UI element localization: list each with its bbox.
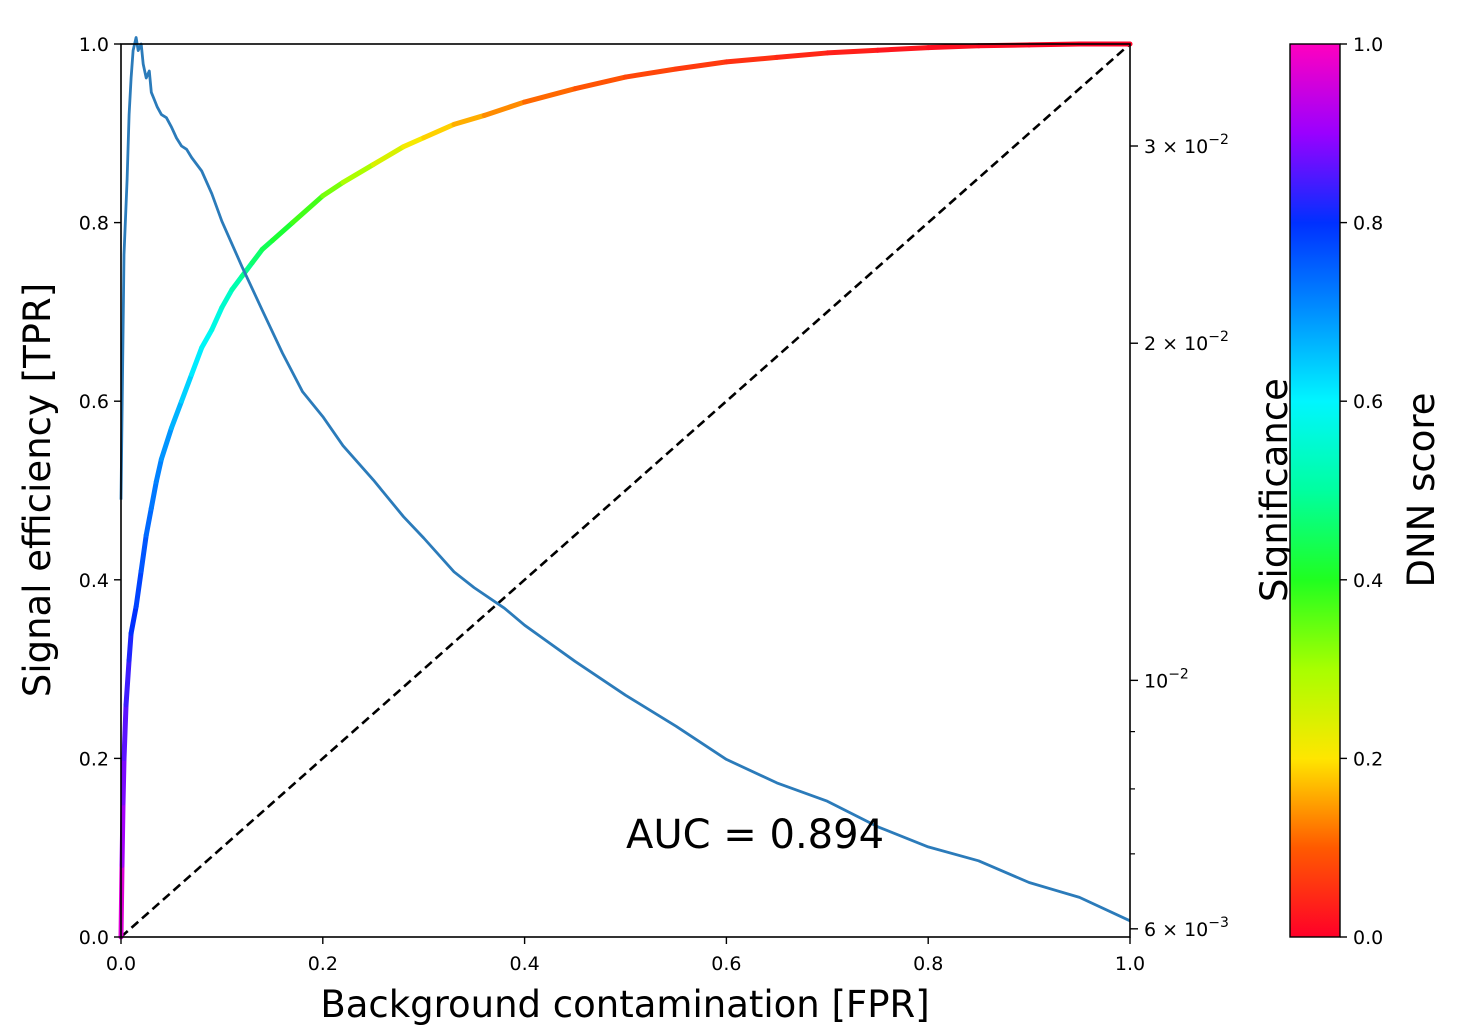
roc-curve-segment <box>239 260 255 279</box>
roc-curve-segment <box>229 273 245 293</box>
colorbar-tick-label: 0.8 <box>1353 213 1383 235</box>
roc-curve-segment <box>320 179 346 199</box>
x-tick-label: 0.4 <box>509 953 539 975</box>
y-tick-label: 1.0 <box>79 34 109 56</box>
y-axis-label: Signal efficiency [TPR] <box>16 283 59 697</box>
significance-line <box>119 36 1131 923</box>
roc-curve-segment <box>451 112 487 127</box>
roc-curve-segment <box>481 99 528 118</box>
colorbar-label: DNN score <box>1400 392 1443 587</box>
roc-curve-segment <box>421 121 457 141</box>
roc-curve-segment <box>370 144 407 168</box>
x-tick-label: 1.0 <box>1115 953 1145 975</box>
colorbar-tick-label: 0.2 <box>1353 748 1383 770</box>
roc-curve-segment <box>189 345 205 377</box>
colorbar-tick-label: 1.0 <box>1353 34 1383 56</box>
roc-curve-segment <box>199 327 215 351</box>
x-tick-label: 0.6 <box>711 953 741 975</box>
x-axis-ticks: 0.0 0.2 0.4 0.6 0.8 1.0 <box>106 937 1145 975</box>
roc-curve-segment <box>158 425 174 462</box>
roc-curve-segment <box>824 47 881 56</box>
roc-curve-segment <box>120 755 127 806</box>
y-tick-label: 0.4 <box>79 570 109 592</box>
roc-curve-segment <box>290 193 326 226</box>
y2-axis-ticks: 6 × 10−3 10−2 2 × 10−2 3 × 10−2 <box>1130 132 1229 941</box>
colorbar <box>1289 43 1341 938</box>
x-axis-label: Background contamination [FPR] <box>320 983 929 1026</box>
roc-curve-segment <box>219 287 235 310</box>
y-tick-label: 0.6 <box>79 391 109 413</box>
roc-curve-segment <box>774 50 830 60</box>
y2-tick-label: 2 × 10−2 <box>1144 329 1229 355</box>
y2-axis-label: Significance <box>1253 378 1296 602</box>
roc-curve-segment <box>572 74 628 92</box>
roc-curve-segment <box>723 54 780 65</box>
roc-curve-segment <box>249 246 265 266</box>
roc-curve-segment <box>522 86 578 105</box>
roc-curve-segment <box>925 43 982 51</box>
roc-curve-segment <box>179 371 195 404</box>
diagonal-reference-layer <box>120 43 1131 938</box>
y-tick-label: 0.0 <box>79 927 109 949</box>
colorbar-tick-label: 0.0 <box>1353 927 1383 949</box>
roc-curve-segment <box>401 135 427 150</box>
significance-curve-layer <box>119 36 1131 923</box>
roc-curve-segment <box>623 66 679 80</box>
roc-curve-segment <box>148 479 159 511</box>
roc-curve-segment <box>133 568 144 610</box>
roc-curve-segment <box>128 604 139 636</box>
roc-curve-segment <box>119 800 126 869</box>
y2-tick-label: 6 × 10−3 <box>1144 915 1229 941</box>
roc-curve-segment <box>976 42 1032 49</box>
roc-curve-segment <box>123 657 132 708</box>
roc-curve-segment <box>121 702 129 761</box>
roc-curve-segment <box>138 532 149 574</box>
y-tick-label: 0.8 <box>79 213 109 235</box>
roc-curve-segment <box>209 304 225 333</box>
roc-curve-segment <box>168 398 185 431</box>
plot-frame <box>120 43 1131 938</box>
diagonal-reference-line <box>120 43 1131 938</box>
roc-curve-segment <box>673 59 729 72</box>
roc-curve-layer <box>118 41 1133 940</box>
colorbar-tick-label: 0.6 <box>1353 391 1383 413</box>
y-axis-ticks: 0.0 0.2 0.4 0.6 0.8 1.0 <box>79 34 121 949</box>
roc-curve-segment <box>875 45 931 53</box>
roc-curve-segment <box>153 456 164 485</box>
roc-curve-segment <box>340 162 376 185</box>
x-tick-label: 0.0 <box>106 953 136 975</box>
roc-curve-segment <box>126 630 134 663</box>
colorbar-ticks: 0.0 0.2 0.4 0.6 0.8 1.0 <box>1340 34 1383 949</box>
roc-curve-segment <box>143 505 154 538</box>
x-tick-label: 0.8 <box>913 953 943 975</box>
y2-tick-label: 3 × 10−2 <box>1144 132 1229 158</box>
x-tick-label: 0.2 <box>308 953 338 975</box>
y2-tick-label: 10−2 <box>1144 666 1189 692</box>
auc-annotation: AUC = 0.894 <box>626 812 884 858</box>
colorbar-tick-label: 0.4 <box>1353 570 1383 592</box>
roc-curve-segment <box>269 220 296 243</box>
y-tick-label: 0.2 <box>79 748 109 770</box>
